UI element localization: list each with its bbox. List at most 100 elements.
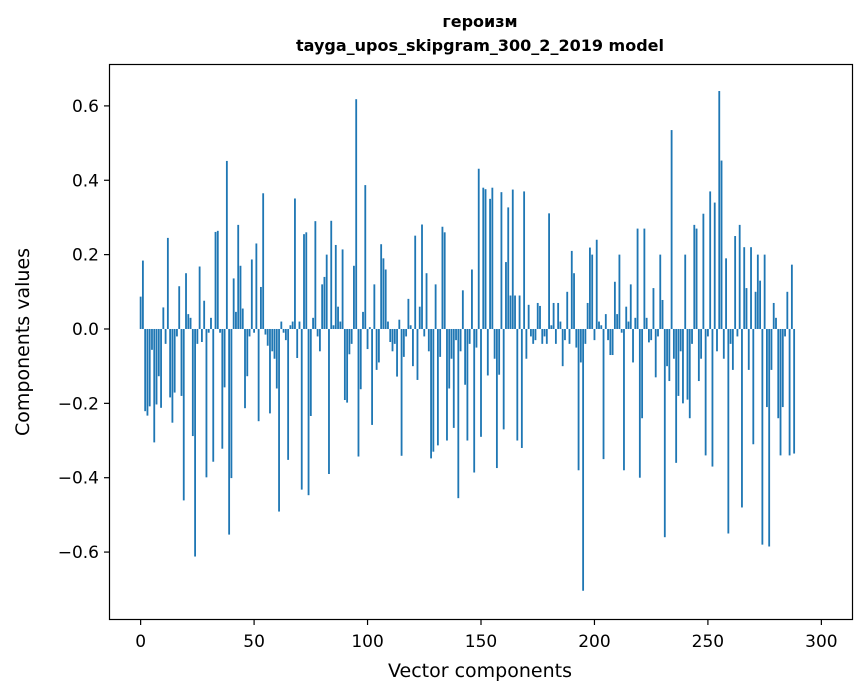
bar-256: [720, 160, 723, 329]
bar-176: [539, 305, 541, 329]
y-tick-label: −0.6: [58, 543, 99, 563]
bar-208: [611, 328, 614, 356]
x-tick-label: 100: [351, 632, 383, 652]
bar-251: [709, 191, 712, 329]
bar-55: [264, 328, 267, 335]
bar-121: [414, 235, 417, 329]
bar-192: [575, 328, 578, 348]
bar-118: [407, 298, 410, 329]
bar-89: [341, 249, 344, 329]
bar-171: [527, 304, 530, 329]
bar-57: [269, 328, 271, 414]
bar-157: [495, 328, 498, 469]
bar-286: [788, 328, 791, 456]
bar-216: [629, 284, 632, 329]
bar-145: [468, 328, 471, 344]
x-tick-label: 50: [243, 632, 265, 652]
bar-68: [294, 198, 296, 329]
bar-66: [289, 325, 292, 329]
bar-138: [452, 328, 455, 428]
bar-63: [282, 328, 285, 333]
bar-203: [600, 325, 603, 329]
bar-232: [666, 328, 668, 367]
bar-92: [348, 328, 351, 355]
bar-239: [682, 328, 684, 404]
bar-5: [151, 328, 153, 350]
bar-160: [502, 328, 505, 430]
bar-15: [173, 328, 176, 393]
bar-34: [216, 230, 219, 329]
bar-70: [298, 321, 301, 329]
bar-179: [545, 328, 548, 344]
bar-277: [768, 328, 771, 547]
bar-90: [343, 328, 346, 401]
bar-267: [745, 288, 748, 329]
bar-212: [620, 328, 623, 333]
bar-190: [570, 250, 573, 329]
bar-200: [593, 328, 596, 341]
bar-248: [702, 213, 705, 329]
bar-19: [182, 328, 185, 501]
bar-100: [366, 328, 369, 350]
bar-77: [314, 221, 317, 329]
bar-122: [416, 328, 419, 380]
bar-209: [613, 281, 616, 329]
bar-234: [670, 130, 673, 329]
x-axis-label: Vector components: [388, 660, 572, 682]
bar-154: [489, 198, 491, 329]
bar-12: [166, 237, 169, 329]
bar-220: [638, 328, 641, 478]
bar-247: [700, 328, 703, 359]
bar-132: [439, 328, 442, 357]
bar-101: [368, 327, 371, 329]
bar-173: [532, 328, 535, 344]
bar-252: [711, 328, 714, 467]
bar-215: [627, 321, 630, 329]
bar-198: [589, 247, 591, 329]
bar-177: [541, 328, 544, 344]
bar-268: [747, 328, 750, 370]
bar-87: [337, 306, 339, 329]
bar-193: [577, 328, 580, 471]
bar-151: [482, 187, 485, 329]
bar-72: [303, 234, 305, 329]
bar-126: [425, 273, 428, 329]
bar-141: [459, 328, 462, 352]
bar-134: [443, 232, 446, 329]
bar-62: [280, 321, 283, 329]
bar-191: [573, 273, 575, 329]
bar-7: [155, 328, 158, 405]
bar-168: [520, 328, 523, 448]
bar-46: [244, 328, 246, 409]
bar-225: [650, 328, 653, 341]
bar-281: [777, 328, 780, 419]
bar-103: [373, 284, 376, 329]
bar-271: [754, 291, 757, 329]
bar-20: [185, 273, 187, 329]
bar-44: [239, 265, 242, 329]
bar-22: [189, 317, 192, 329]
bar-88: [339, 321, 342, 329]
bar-117: [405, 328, 408, 337]
x-axis-ticks: 0 50 100 150 200 250 300: [135, 619, 838, 652]
bar-142: [461, 290, 464, 329]
bar-49: [250, 259, 253, 329]
bar-181: [550, 325, 553, 329]
bar-224: [648, 328, 650, 343]
bar-97: [359, 328, 362, 390]
bar-128: [430, 328, 432, 459]
bar-124: [421, 224, 423, 329]
bar-175: [536, 302, 539, 329]
bar-56: [266, 328, 269, 346]
bar-167: [518, 295, 521, 329]
bar-189: [568, 328, 571, 344]
bar-45: [241, 308, 244, 329]
bar-204: [602, 328, 605, 460]
bar-246: [697, 328, 700, 382]
bar-119: [409, 325, 412, 329]
bar-243: [691, 328, 693, 344]
bar-257: [722, 328, 725, 359]
bar-81: [323, 276, 326, 329]
bar-86: [334, 244, 337, 329]
